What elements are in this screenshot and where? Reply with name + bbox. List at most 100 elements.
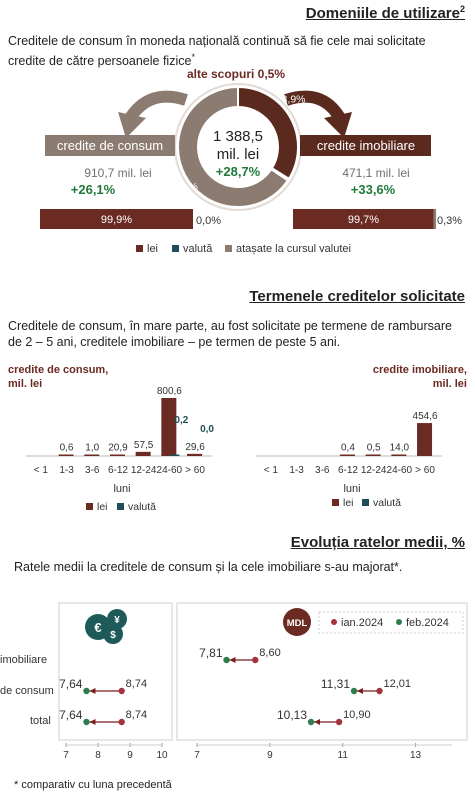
bar-label-lei: 0,4 — [341, 443, 355, 454]
x-tick-label: 6-12 — [108, 465, 128, 476]
section-title-domenii: Domeniile de utilizare2 — [305, 4, 465, 22]
label-feb: 7,64 — [59, 677, 83, 691]
rate-change-arrow — [357, 688, 364, 694]
mdl-badge-icon — [283, 608, 311, 636]
x-tick-label: 3-6 — [85, 465, 100, 476]
legend-dot-feb — [396, 619, 402, 625]
row-label-consum: de consum — [0, 685, 54, 697]
rates-panel-mdl — [176, 602, 468, 741]
term-legend-swatch-lei-left — [86, 503, 93, 510]
bar-label-lei: 454,6 — [413, 411, 438, 422]
rates-chart-fx: 7 8 9 10 8,74 7,64 8,74 7,64 — [59, 677, 168, 761]
legend-swatch-valuta — [172, 245, 179, 252]
row-label-total: total — [30, 715, 51, 727]
share-bar-label-other-1: 0,3% — [437, 215, 462, 227]
consum-change: +26,1% — [71, 182, 116, 197]
bar-label-lei: 800,6 — [157, 386, 182, 397]
legend-label-lei: lei — [147, 243, 158, 255]
x-tick-label: 6-12 — [338, 465, 358, 476]
donut-center-value: 1 388,5 — [213, 128, 263, 145]
x-tick-label: < 1 — [264, 465, 279, 476]
bar-label-valută: 0,0 — [200, 424, 214, 435]
section-intro-domenii: Creditele de consum în moneda națională … — [8, 34, 426, 69]
x-tick-label: 9 — [267, 750, 273, 761]
legend-swatch-lei — [136, 245, 143, 252]
x-title-left: luni — [113, 483, 130, 495]
legend-label-jan: ian.2024 — [341, 617, 383, 629]
section-title-termene: Termenele creditelor solicitate — [249, 288, 465, 305]
x-tick-label: 10 — [156, 750, 168, 761]
share-bar-label-other-0: 0,0% — [196, 215, 221, 227]
share-bar-0-0 — [40, 209, 193, 229]
term-charts: < 1 1-3 0,6 3-6 1,0 6-12 20,9 12-24 57,5 24-60 800… — [26, 386, 442, 513]
x-tick-label: 11 — [338, 750, 349, 761]
consum-arrow — [125, 90, 188, 122]
label-feb: 11,31 — [321, 677, 350, 691]
term-legend-label-valuta-left: valută — [128, 501, 156, 513]
x-tick-label: 1-3 — [289, 465, 304, 476]
term-chart-right-label: credite imobiliare, mil. lei — [372, 364, 467, 390]
legend-label-attached: atașate la cursul valutei — [236, 243, 351, 255]
x-tick-label: 3-6 — [315, 465, 330, 476]
donut-slice-0 — [177, 85, 290, 208]
term-legend-swatch-lei-right — [332, 499, 339, 506]
x-tick-label: 24-60 — [157, 465, 183, 476]
dot-feb — [223, 656, 230, 664]
imob-arrow — [284, 90, 346, 122]
dot-jan — [376, 687, 383, 695]
bar-lei — [109, 454, 125, 456]
share-bar-1-0 — [293, 209, 434, 229]
rates-chart-mdl: 7 9 11 13 8,60 7,81 12,01 11,31 10,90 10,13 — [194, 646, 452, 761]
bar-lei — [135, 451, 151, 456]
x-title-right: luni — [343, 483, 360, 495]
rates-panel-fx — [58, 602, 173, 741]
legend-label-valuta: valută — [183, 243, 213, 255]
imob-amount: 471,1 mil. lei — [342, 166, 409, 180]
bar-lei — [58, 454, 74, 456]
x-tick-label: 7 — [194, 750, 200, 761]
term-chart-left-label: credite de consum, mil. lei — [8, 364, 109, 390]
rate-change-arrow — [229, 657, 236, 663]
svg-text:¥: ¥ — [114, 615, 120, 626]
bar-label-lei: 0,6 — [60, 443, 74, 454]
term-legend-label-lei-left: lei — [97, 501, 108, 513]
x-tick-label: 8 — [95, 750, 101, 761]
bar-lei — [84, 454, 100, 456]
x-tick-label: < 1 — [34, 465, 49, 476]
imob-label-box — [300, 135, 431, 156]
bar-label-lei: 20,9 — [108, 442, 128, 453]
x-tick-label: 7 — [63, 750, 69, 761]
dot-jan — [118, 687, 125, 695]
label-jan: 8,74 — [126, 678, 147, 690]
consum-label: credite de consum — [57, 138, 163, 153]
imob-label: credite imobiliare — [317, 138, 415, 153]
bar-label-lei: 1,0 — [85, 443, 99, 454]
label-feb: 7,81 — [199, 646, 223, 660]
term-legend-label-lei-right: lei — [343, 497, 354, 509]
bar-label-lei: 29,6 — [185, 442, 205, 453]
rates-chart: € ¥ $ MDL ian.2024 feb.2024 imobiliare d… — [0, 602, 468, 761]
bar-label-lei: 14,0 — [390, 443, 410, 454]
imob-change: +33,6% — [351, 182, 396, 197]
label-jan: 10,90 — [343, 709, 371, 721]
dot-jan — [118, 718, 125, 726]
bar-lei — [391, 454, 407, 456]
label-jan: 8,60 — [259, 647, 280, 659]
dot-feb — [83, 718, 90, 726]
mdl-badge: MDL — [287, 618, 308, 629]
term-legend-swatch-valuta-right — [362, 499, 369, 506]
share-bars: 99,9% 0,0% 99,7% 0,3% — [40, 209, 462, 229]
section-title-rate: Evoluția ratelor medii, % — [290, 534, 465, 551]
dot-feb — [307, 718, 315, 726]
label-jan: 8,74 — [126, 709, 147, 721]
label-feb: 10,13 — [277, 708, 307, 722]
bar-lei — [161, 398, 177, 456]
donut-center-change: +28,7% — [216, 164, 261, 179]
donut-other-label: alte scopuri 0,5% — [187, 67, 285, 81]
bar-label-lei: 0,5 — [367, 443, 381, 454]
x-tick-label: 12-24 — [131, 465, 157, 476]
section-intro-termene: Creditele de consum, în mare parte, au f… — [8, 319, 452, 349]
term-chart-imobiliare: < 1 1-3 3-6 6-12 0,4 12-24 0,5 24-60 14,0 > 60 454… — [256, 411, 442, 476]
usage-graphic: 33,9%65,6% 1 388,5 mil. lei +28,7% alte … — [40, 67, 462, 255]
bar-lei — [365, 454, 381, 456]
